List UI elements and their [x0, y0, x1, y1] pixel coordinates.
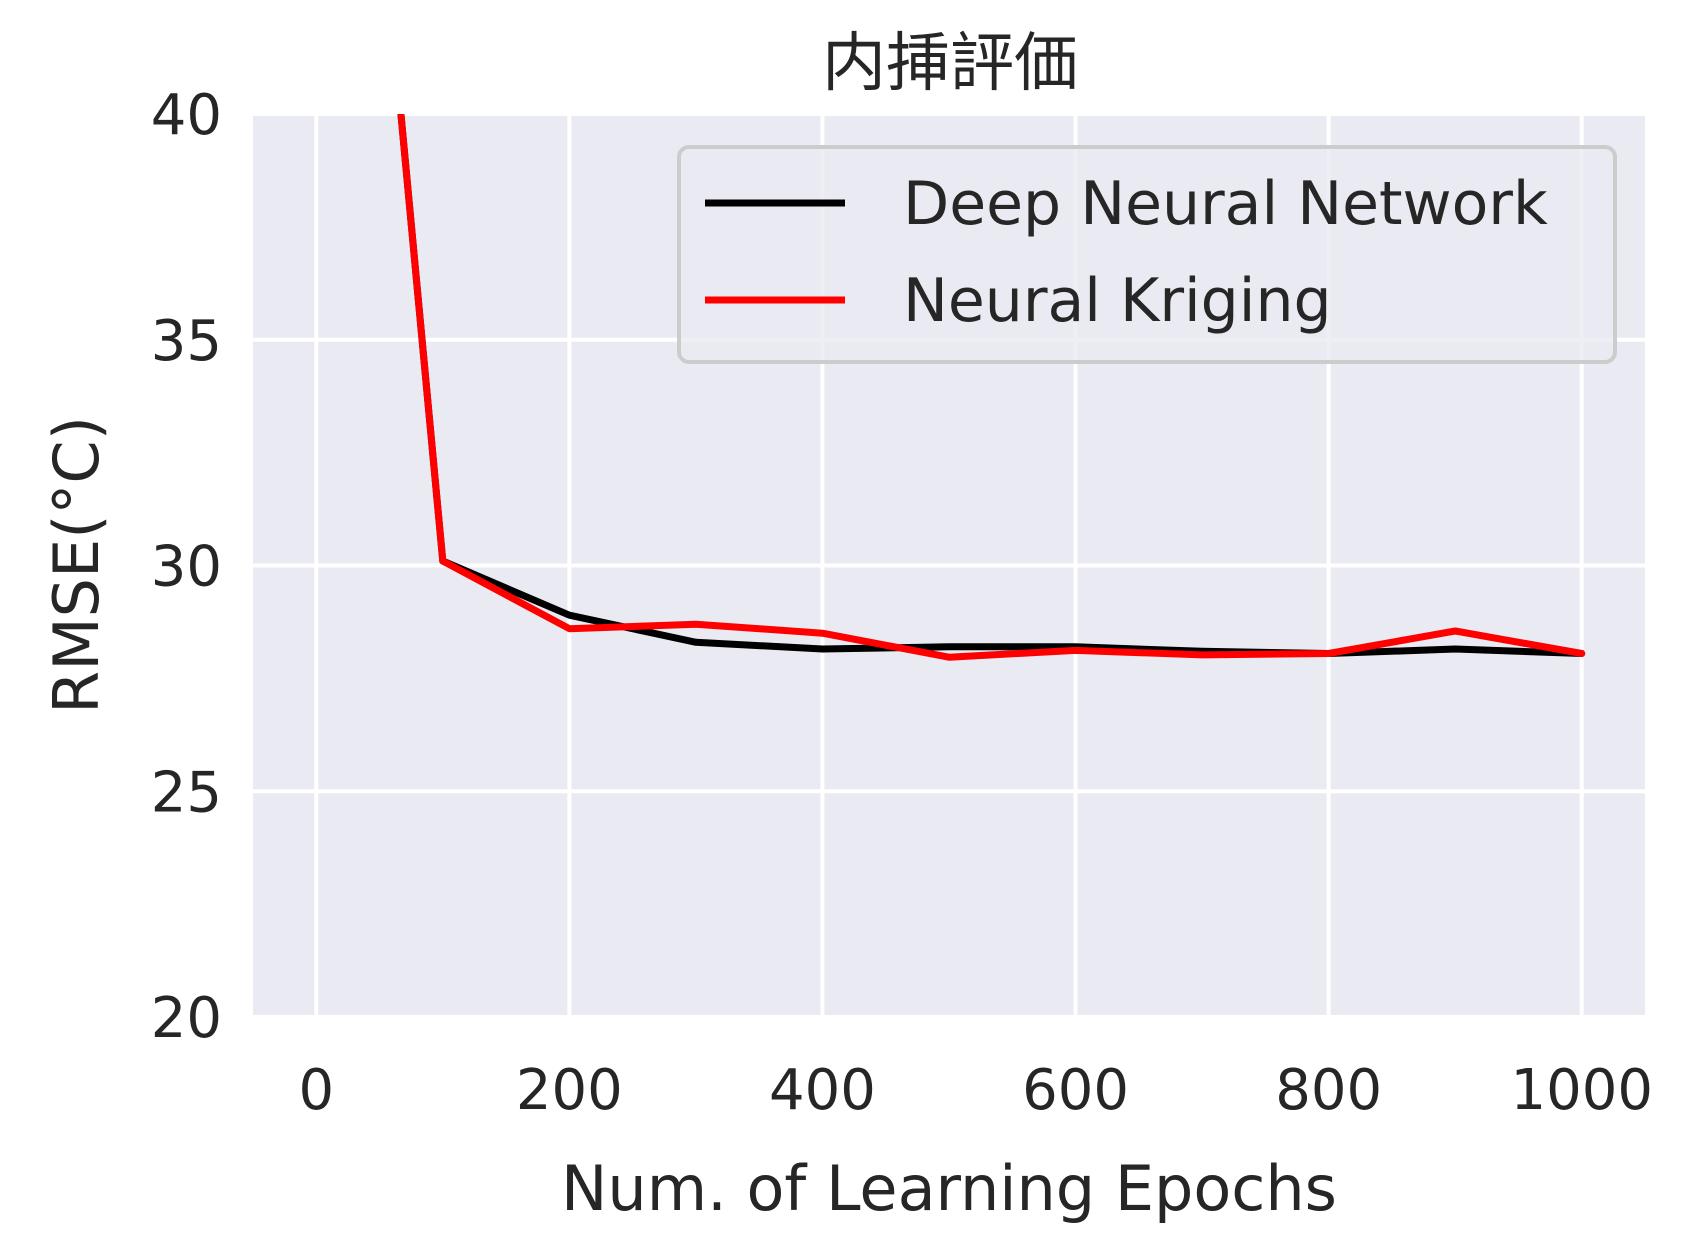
y-axis-label: RMSE(°C): [40, 416, 113, 714]
x-tick-label: 400: [769, 1058, 876, 1123]
y-tick-label: 40: [151, 83, 222, 148]
x-tick-label: 600: [1022, 1058, 1129, 1123]
series-layer: [397, 114, 1586, 661]
x-tick-label: 1000: [1510, 1058, 1653, 1123]
x-axis-label: Num. of Learning Epochs: [561, 1152, 1337, 1225]
x-tick-labels: 0 200 400 600 800 1000: [298, 1058, 1653, 1123]
x-tick-label: 200: [516, 1058, 623, 1123]
legend-label-neural-kriging: Neural Kriging: [903, 266, 1332, 336]
series-line-deep-neural-network: [397, 114, 1586, 657]
x-tick-label: 0: [298, 1058, 334, 1123]
y-tick-labels: 20 25 30 35 40: [151, 83, 222, 1051]
y-tick-label: 20: [151, 986, 222, 1051]
chart-title: 内挿評価: [822, 27, 1078, 101]
legend-box: [677, 145, 1617, 364]
y-tick-label: 35: [151, 309, 222, 374]
y-tick-label: 30: [151, 535, 222, 600]
legend-label-deep-neural-network: Deep Neural Network: [903, 169, 1548, 239]
x-tick-label: 800: [1275, 1058, 1382, 1123]
series-line-neural-kriging: [397, 114, 1586, 661]
legend: Deep Neural Network Neural Kriging: [677, 145, 1617, 364]
y-tick-label: 25: [151, 760, 222, 825]
